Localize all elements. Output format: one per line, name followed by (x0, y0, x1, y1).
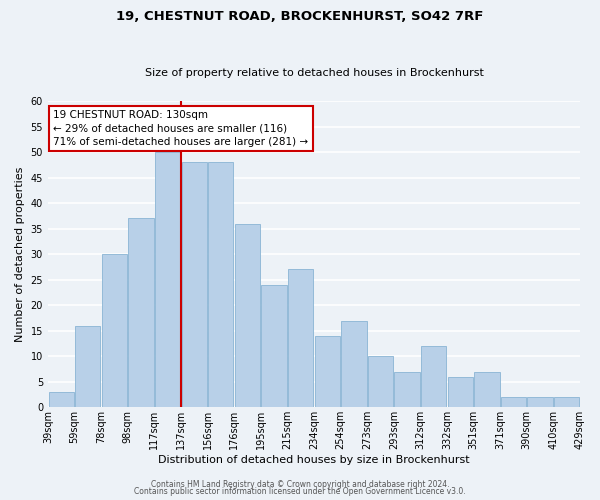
Bar (262, 285, 287, 408)
Bar (75, 326, 100, 407)
Bar (288, 270, 313, 407)
Bar (474, 372, 500, 408)
Bar (128, 218, 154, 408)
Bar (554, 397, 580, 407)
Text: Contains public sector information licensed under the Open Government Licence v3: Contains public sector information licen… (134, 487, 466, 496)
X-axis label: Distribution of detached houses by size in Brockenhurst: Distribution of detached houses by size … (158, 455, 470, 465)
Bar (341, 320, 367, 408)
Bar (368, 356, 393, 408)
Title: Size of property relative to detached houses in Brockenhurst: Size of property relative to detached ho… (145, 68, 484, 78)
Bar (527, 397, 553, 407)
Y-axis label: Number of detached properties: Number of detached properties (15, 166, 25, 342)
Bar (394, 372, 420, 408)
Bar (421, 346, 446, 408)
Bar (448, 376, 473, 408)
Bar (235, 224, 260, 408)
Bar (102, 254, 127, 408)
Text: Contains HM Land Registry data © Crown copyright and database right 2024.: Contains HM Land Registry data © Crown c… (151, 480, 449, 489)
Bar (314, 336, 340, 407)
Bar (501, 397, 526, 407)
Bar (155, 152, 180, 407)
Text: 19 CHESTNUT ROAD: 130sqm
← 29% of detached houses are smaller (116)
71% of semi-: 19 CHESTNUT ROAD: 130sqm ← 29% of detach… (53, 110, 308, 146)
Text: 19, CHESTNUT ROAD, BROCKENHURST, SO42 7RF: 19, CHESTNUT ROAD, BROCKENHURST, SO42 7R… (116, 10, 484, 23)
Bar (182, 162, 207, 408)
Bar (49, 392, 74, 407)
Bar (208, 162, 233, 408)
